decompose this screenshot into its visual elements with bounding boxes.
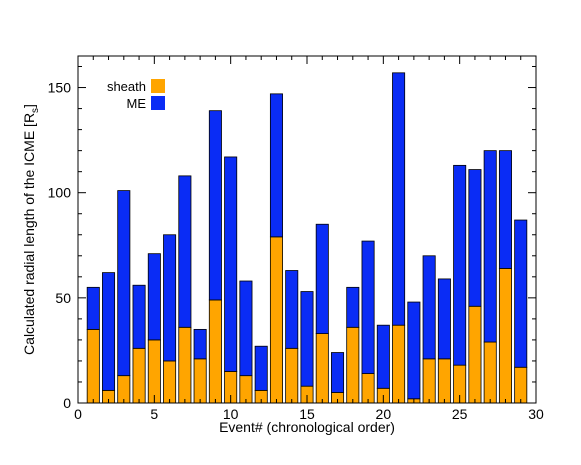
bar-sheath-event-4 (132, 347, 146, 404)
bar-me-event-6 (163, 234, 177, 362)
bar-me-event-9 (208, 110, 222, 301)
bar-sheath-event-11 (239, 375, 253, 404)
y-tick-label: 100 (48, 185, 72, 201)
x-tick-label: 0 (74, 406, 82, 422)
bar-sheath-event-27 (483, 341, 497, 404)
bar-sheath-event-6 (163, 360, 177, 404)
bar-sheath-event-21 (392, 324, 406, 404)
ticks-group (77, 56, 537, 404)
bar-me-event-19 (361, 240, 375, 374)
y-tick-label: 150 (48, 80, 72, 96)
bar-me-event-18 (346, 286, 360, 328)
legend-label-sheath: sheath (107, 79, 146, 94)
x-tick-label: 15 (299, 406, 315, 422)
bar-me-event-17 (331, 352, 345, 393)
y-axis-label-main: Calculated radial length of the ICME [R (21, 113, 37, 355)
legend: sheath ME (107, 79, 165, 111)
x-tick-label: 20 (376, 406, 392, 422)
bar-me-event-24 (437, 278, 451, 360)
bar-sheath-event-24 (437, 358, 451, 404)
bar-sheath-event-9 (208, 299, 222, 404)
y-axis-label-end: ] (21, 104, 37, 108)
bar-me-event-8 (193, 328, 207, 360)
bars-group (86, 72, 528, 404)
bar-sheath-event-29 (514, 366, 528, 404)
bar-me-event-3 (117, 190, 131, 377)
y-tick-label: 50 (55, 290, 71, 306)
bar-me-event-29 (514, 219, 528, 368)
bar-sheath-event-13 (269, 236, 283, 404)
bar-me-event-26 (468, 169, 482, 307)
bar-me-event-2 (102, 272, 116, 391)
bar-sheath-event-23 (422, 358, 436, 404)
bar-sheath-event-28 (498, 268, 512, 404)
bar-me-event-14 (285, 270, 299, 349)
bar-me-event-12 (254, 345, 268, 391)
bar-me-event-25 (453, 164, 467, 366)
y-tick-label: 0 (63, 395, 71, 411)
y-tick-labels: 0 50 100 150 (48, 80, 72, 411)
bar-me-event-1 (86, 286, 100, 330)
bar-me-event-5 (147, 253, 161, 341)
bar-sheath-event-16 (315, 333, 329, 404)
bar-me-event-11 (239, 280, 253, 377)
bar-sheath-event-3 (117, 375, 131, 404)
bar-me-event-22 (407, 301, 421, 400)
legend-label-me: ME (127, 96, 147, 111)
x-axis-label: Event# (chronological order) (219, 419, 395, 435)
bar-sheath-event-1 (86, 328, 100, 404)
bar-me-event-21 (392, 72, 406, 326)
bar-sheath-event-5 (147, 339, 161, 404)
bar-sheath-event-14 (285, 347, 299, 404)
legend-swatch-sheath (151, 79, 165, 93)
bar-me-event-4 (132, 284, 146, 349)
x-tick-label: 5 (150, 406, 158, 422)
bar-me-event-16 (315, 223, 329, 335)
bar-me-event-13 (269, 93, 283, 238)
bar-me-event-27 (483, 150, 497, 343)
bar-me-event-28 (498, 150, 512, 269)
x-tick-labels: 0 5 10 15 20 25 30 (74, 406, 544, 422)
bar-sheath-event-8 (193, 358, 207, 404)
bar-me-event-15 (300, 291, 314, 387)
bar-sheath-event-19 (361, 373, 375, 404)
y-axis-label-subscript: s (30, 108, 41, 113)
bar-sheath-event-26 (468, 305, 482, 404)
bar-me-event-20 (376, 324, 390, 389)
x-tick-label: 10 (223, 406, 239, 422)
x-tick-label: 30 (528, 406, 544, 422)
bar-me-event-7 (178, 175, 192, 328)
bar-sheath-event-7 (178, 326, 192, 404)
x-tick-label: 25 (452, 406, 468, 422)
y-axis-label: Calculated radial length of the ICME [Rs… (21, 104, 41, 355)
bar-sheath-event-18 (346, 326, 360, 404)
legend-swatch-me (151, 96, 165, 110)
bar-me-event-10 (224, 156, 238, 372)
bar-me-event-23 (422, 255, 436, 360)
